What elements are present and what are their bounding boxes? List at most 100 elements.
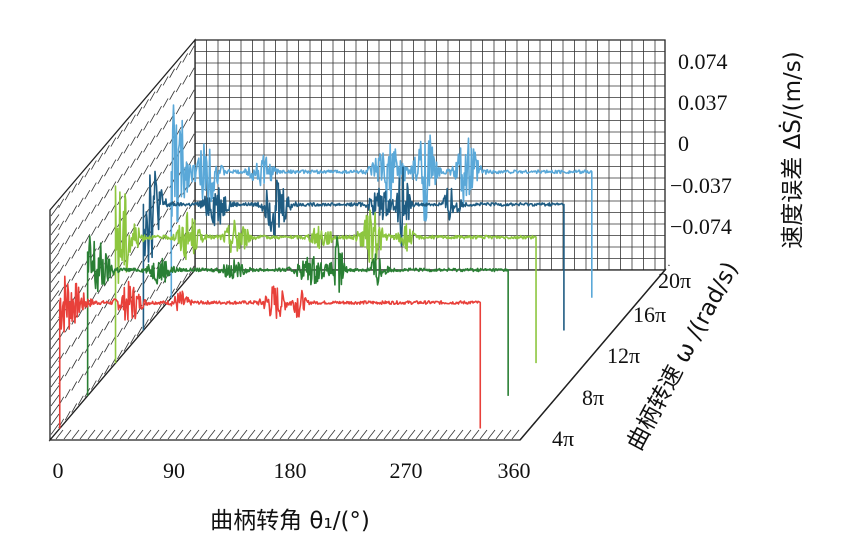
side-wall-hatch: [175, 82, 182, 93]
floor-hatch: [207, 429, 216, 440]
side-wall-hatch: [71, 227, 78, 237]
side-wall-hatch: [110, 159, 117, 169]
x-tick-label: 180: [274, 458, 307, 483]
side-wall-hatch: [130, 334, 136, 344]
floor-hatch: [239, 429, 248, 440]
side-wall-hatch: [71, 381, 78, 391]
side-wall-hatch: [50, 328, 60, 340]
side-wall-hatch: [175, 258, 182, 269]
floor-hatch: [367, 429, 376, 440]
side-wall-hatch: [64, 344, 71, 355]
floor-hatch: [407, 429, 416, 440]
side-wall-hatch: [149, 157, 156, 167]
side-wall-hatch: [50, 394, 60, 407]
side-wall-hatch: [130, 180, 136, 190]
side-wall-hatch: [50, 356, 60, 369]
side-wall-hatch: [50, 404, 60, 416]
side-wall-hatch: [143, 165, 149, 175]
side-wall-hatch: [136, 150, 143, 161]
x-axis-ticks: 0 90 180 270 360: [53, 458, 531, 483]
side-wall-hatch: [71, 359, 78, 369]
side-wall-hatch: [188, 111, 195, 121]
floor-hatch: [55, 429, 64, 440]
floor-hatch: [255, 429, 264, 440]
floor-hatch: [375, 429, 384, 440]
side-wall-hatch: [50, 318, 60, 331]
side-wall-hatch: [58, 264, 65, 274]
side-wall-hatch: [188, 133, 195, 143]
side-wall-hatch: [117, 349, 123, 360]
side-wall-hatch: [97, 350, 104, 361]
side-wall-hatch: [182, 119, 189, 129]
side-wall-hatch: [50, 347, 60, 359]
side-wall-hatch: [162, 120, 169, 130]
side-wall-hatch: [117, 151, 123, 162]
side-wall-hatch: [71, 205, 78, 215]
side-wall-hatch: [162, 76, 169, 86]
floor-hatch: [399, 429, 408, 440]
side-wall-hatch: [149, 135, 156, 145]
side-wall-hatch: [84, 234, 91, 244]
side-wall-hatch: [175, 280, 182, 291]
side-wall-hatch: [77, 373, 84, 384]
side-wall-hatch: [90, 358, 97, 368]
floor-hatch: [335, 429, 344, 440]
side-wall-hatch: [64, 410, 71, 421]
side-wall-hatch: [156, 127, 162, 138]
side-wall-hatch: [175, 60, 182, 71]
floor-hatch: [247, 429, 256, 440]
floor-hatch: [495, 429, 504, 440]
side-wall-hatch: [104, 189, 110, 199]
side-wall-hatch: [117, 327, 123, 338]
side-wall-hatch: [123, 122, 130, 132]
side-wall-hatch: [97, 306, 104, 317]
side-wall-hatch: [71, 249, 78, 259]
depth-axis-line: [519, 269, 666, 441]
series-line-8π: [86, 235, 509, 396]
side-wall-hatch: [50, 214, 60, 226]
side-wall-hatch: [71, 183, 78, 193]
side-wall-hatch: [162, 186, 169, 196]
side-wall-hatch: [117, 283, 123, 294]
floor-hatch: [503, 429, 512, 440]
floor-hatch: [143, 429, 152, 440]
side-wall-hatch: [77, 241, 84, 252]
floor-hatch: [287, 429, 296, 440]
side-wall-hatch: [143, 319, 149, 329]
side-wall-hatch: [136, 216, 143, 227]
side-wall-hatch: [149, 113, 156, 123]
x-axis-title: 曲柄转角 θ₁/(°): [210, 508, 370, 534]
side-wall-hatch: [77, 329, 84, 340]
side-wall-hatch: [64, 190, 71, 201]
side-wall-hatch: [188, 67, 195, 77]
y-tick-label: −0.037: [670, 173, 732, 198]
side-wall-hatch: [169, 90, 175, 100]
floor-hatch: [111, 429, 120, 440]
side-wall-hatch: [156, 237, 162, 248]
z-axis-ticks: 4π 8π 12π 16π 20π: [552, 268, 691, 451]
side-wall-hatch: [182, 97, 189, 107]
side-wall-hatch: [162, 296, 169, 306]
side-wall-hatch: [50, 375, 60, 388]
floor-hatch: [215, 429, 224, 440]
floor-hatch: [271, 429, 280, 440]
side-wall-hatch: [104, 299, 110, 309]
y-tick-label: 0.074: [678, 49, 728, 74]
side-wall-hatch: [149, 311, 156, 321]
side-wall-hatch: [90, 226, 97, 236]
side-wall-hatch: [136, 128, 143, 139]
z-tick-label: 12π: [607, 343, 640, 368]
side-wall-hatch: [84, 190, 91, 200]
side-wall-hatch: [104, 343, 110, 353]
side-wall-hatch: [64, 256, 71, 267]
side-wall-hatch: [156, 83, 162, 94]
side-wall-hatch: [50, 271, 60, 283]
floor-hatch: [159, 429, 168, 440]
side-wall-hatch: [104, 145, 110, 155]
floor-hatch: [479, 429, 488, 440]
floor-hatch: [327, 429, 336, 440]
side-wall-hatch: [50, 223, 60, 236]
side-wall-hatch: [123, 342, 130, 352]
side-wall-hatch: [162, 98, 169, 108]
